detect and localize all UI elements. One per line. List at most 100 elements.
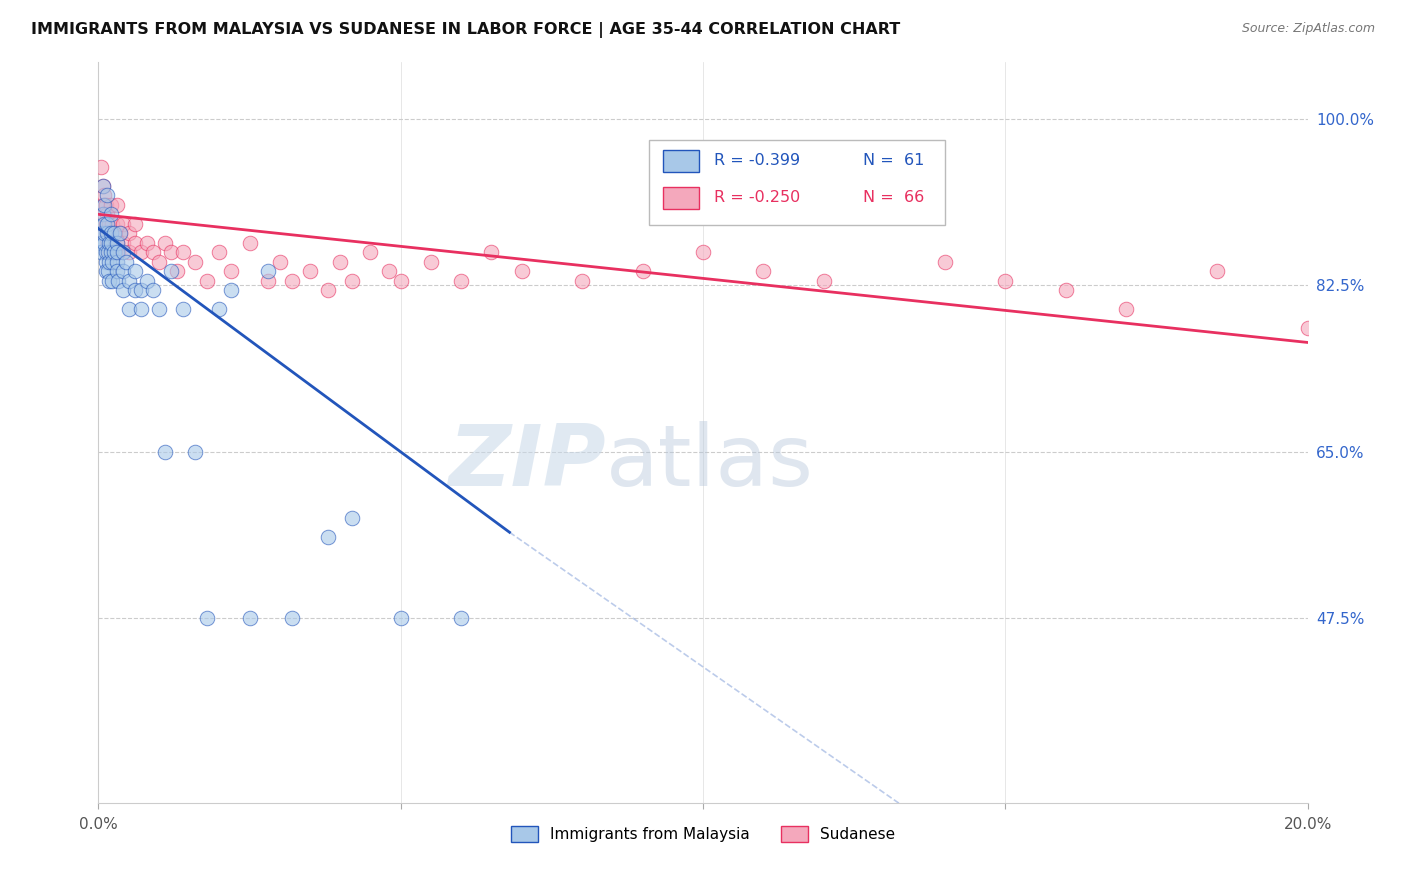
- Point: [153, 444, 176, 458]
- Point: [389, 611, 412, 625]
- Point: [142, 283, 165, 297]
- Point: [93, 188, 115, 202]
- Point: [93, 227, 115, 241]
- Point: [108, 227, 131, 241]
- Point: [94, 254, 117, 268]
- Point: [103, 227, 125, 241]
- Point: [994, 274, 1017, 288]
- Text: R = -0.250: R = -0.250: [714, 190, 800, 205]
- Point: [111, 283, 134, 297]
- Point: [510, 264, 533, 278]
- Point: [752, 264, 775, 278]
- Point: [118, 302, 141, 317]
- Point: [172, 245, 194, 260]
- Bar: [664, 150, 699, 172]
- Point: [103, 227, 125, 241]
- Text: ZIP: ZIP: [449, 421, 606, 504]
- Point: [91, 178, 114, 193]
- Point: [256, 264, 278, 278]
- Point: [98, 254, 121, 268]
- Point: [208, 302, 231, 317]
- Point: [93, 227, 115, 241]
- Point: [389, 274, 412, 288]
- Point: [111, 245, 134, 260]
- Point: [97, 235, 120, 250]
- Point: [342, 274, 364, 288]
- Point: [631, 264, 654, 278]
- Point: [96, 198, 118, 212]
- Point: [934, 254, 956, 268]
- Point: [1206, 264, 1229, 278]
- Point: [90, 160, 112, 174]
- Point: [107, 274, 129, 288]
- Point: [114, 254, 136, 268]
- Point: [100, 227, 122, 241]
- Point: [91, 178, 114, 193]
- Point: [100, 217, 122, 231]
- Point: [105, 235, 128, 250]
- Point: [166, 264, 188, 278]
- Point: [269, 254, 291, 268]
- Text: R = -0.399: R = -0.399: [714, 153, 800, 169]
- Point: [221, 283, 243, 297]
- Point: [105, 245, 128, 260]
- Text: Source: ZipAtlas.com: Source: ZipAtlas.com: [1241, 22, 1375, 36]
- Point: [96, 188, 118, 202]
- Point: [96, 217, 118, 231]
- Point: [98, 274, 121, 288]
- Point: [129, 245, 152, 260]
- Bar: [664, 186, 699, 209]
- Point: [118, 274, 141, 288]
- Point: [692, 245, 714, 260]
- Point: [90, 227, 112, 241]
- Point: [111, 217, 134, 231]
- Point: [377, 264, 399, 278]
- Point: [1296, 321, 1319, 335]
- Point: [105, 217, 128, 231]
- Point: [148, 302, 170, 317]
- Point: [160, 245, 183, 260]
- Point: [256, 274, 278, 288]
- Text: IMMIGRANTS FROM MALAYSIA VS SUDANESE IN LABOR FORCE | AGE 35-44 CORRELATION CHAR: IMMIGRANTS FROM MALAYSIA VS SUDANESE IN …: [31, 22, 900, 38]
- Point: [91, 198, 114, 212]
- Point: [96, 264, 118, 278]
- Point: [329, 254, 352, 268]
- Point: [316, 283, 339, 297]
- Point: [97, 245, 120, 260]
- Point: [94, 245, 117, 260]
- Point: [195, 611, 218, 625]
- Point: [299, 264, 322, 278]
- Point: [172, 302, 194, 317]
- Point: [118, 245, 141, 260]
- Point: [135, 235, 157, 250]
- Point: [481, 245, 503, 260]
- Point: [153, 235, 176, 250]
- Point: [90, 235, 112, 250]
- Point: [129, 302, 152, 317]
- Point: [450, 611, 472, 625]
- Point: [160, 264, 183, 278]
- Text: atlas: atlas: [606, 421, 814, 504]
- Point: [342, 511, 364, 525]
- Point: [100, 245, 122, 260]
- Point: [90, 245, 112, 260]
- Legend: Immigrants from Malaysia, Sudanese: Immigrants from Malaysia, Sudanese: [505, 821, 901, 848]
- Point: [1054, 283, 1077, 297]
- Point: [93, 207, 115, 221]
- Point: [208, 245, 231, 260]
- Point: [108, 227, 131, 241]
- Point: [239, 235, 262, 250]
- Text: N =  66: N = 66: [863, 190, 924, 205]
- Point: [148, 254, 170, 268]
- Point: [97, 227, 120, 241]
- Point: [420, 254, 443, 268]
- Point: [91, 207, 114, 221]
- Point: [221, 264, 243, 278]
- Point: [100, 254, 122, 268]
- Point: [105, 254, 128, 268]
- Point: [100, 235, 122, 250]
- Point: [124, 283, 146, 297]
- Point: [105, 264, 128, 278]
- Point: [239, 611, 262, 625]
- Point: [100, 235, 122, 250]
